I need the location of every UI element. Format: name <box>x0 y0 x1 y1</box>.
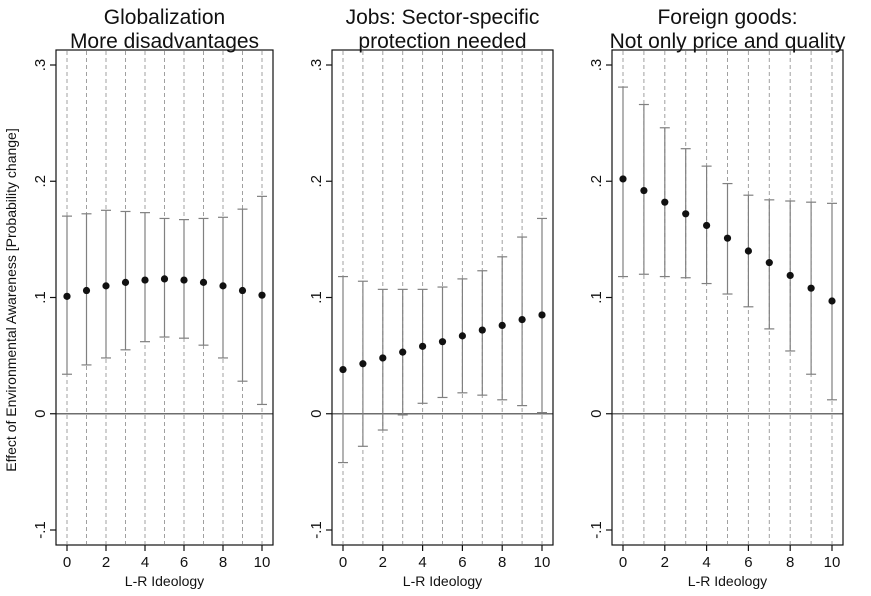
y-tick-label: .1 <box>588 291 605 304</box>
point-estimate <box>723 234 732 242</box>
x-tick-label: 6 <box>744 554 752 571</box>
point-estimate <box>478 326 486 334</box>
x-tick-label: 6 <box>180 554 188 571</box>
point-estimate <box>121 278 130 286</box>
point-estimate <box>682 210 690 218</box>
point-estimate <box>180 276 188 284</box>
point-estimate <box>379 354 387 362</box>
x-tick-label: 0 <box>619 554 627 571</box>
x-tick-label: 0 <box>63 554 71 571</box>
x-tick-label: 0 <box>339 554 347 571</box>
point-estimate <box>744 247 753 255</box>
y-tick-label: 0 <box>308 410 325 418</box>
y-tick-label: .2 <box>308 175 325 188</box>
x-tick-label: 2 <box>379 554 387 571</box>
point-estimate <box>518 315 526 324</box>
point-estimate <box>238 286 247 295</box>
y-tick-label: .3 <box>308 59 325 72</box>
x-tick-label: 4 <box>418 554 426 571</box>
point-estimate <box>141 276 149 284</box>
panel-title-line-2: Not only price and quality <box>610 30 846 53</box>
panel-title-line-1: Foreign goods: <box>657 6 797 29</box>
point-estimate <box>619 175 627 183</box>
x-tick-label: 2 <box>661 554 669 571</box>
point-estimate <box>339 365 347 374</box>
x-axis-label: L-R Ideology <box>125 573 204 589</box>
y-tick-label: -.1 <box>308 521 325 539</box>
point-estimate <box>828 297 836 305</box>
x-tick-label: 8 <box>498 554 506 571</box>
y-tick-label: 0 <box>32 410 49 418</box>
point-estimate <box>63 292 71 300</box>
point-estimate <box>258 291 266 299</box>
y-tick-label: .1 <box>308 291 325 304</box>
point-estimate <box>438 338 447 346</box>
y-tick-label: -.1 <box>32 521 49 539</box>
y-tick-label: .3 <box>588 59 605 72</box>
y-tick-label: .1 <box>32 291 49 304</box>
panel-title-line-1: Jobs: Sector-specific <box>346 6 540 29</box>
x-tick-label: 4 <box>702 554 710 571</box>
panel-title-line-1: Globalization <box>104 6 225 29</box>
point-estimate <box>640 186 648 195</box>
point-estimate <box>219 282 227 290</box>
point-estimate <box>160 275 169 283</box>
x-tick-label: 10 <box>824 554 841 571</box>
x-tick-label: 8 <box>219 554 227 571</box>
y-tick-label: .2 <box>588 175 605 188</box>
point-estimate <box>419 342 427 350</box>
point-estimate <box>765 259 773 267</box>
point-estimate <box>102 282 110 290</box>
point-estimate <box>199 278 208 286</box>
point-estimate <box>498 321 506 329</box>
point-estimate <box>807 284 815 292</box>
x-tick-label: 10 <box>254 554 271 571</box>
x-axis-label: L-R Ideology <box>403 573 482 589</box>
x-axis-label: L-R Ideology <box>688 573 767 589</box>
panel-foreign-goods: Foreign goods:Not only price and quality… <box>588 6 846 589</box>
point-estimate <box>359 360 367 368</box>
point-estimate <box>82 286 91 295</box>
x-tick-label: 8 <box>786 554 794 571</box>
x-tick-label: 4 <box>141 554 149 571</box>
x-tick-label: 6 <box>458 554 466 571</box>
y-tick-label: .2 <box>32 175 49 188</box>
y-tick-label: 0 <box>588 410 605 418</box>
x-tick-label: 2 <box>102 554 110 571</box>
point-estimate <box>458 332 466 340</box>
panel-title-line-2: More disadvantages <box>70 30 259 53</box>
y-tick-label: .3 <box>32 59 49 72</box>
point-estimate <box>661 198 669 206</box>
point-estimate <box>538 311 546 319</box>
point-estimate <box>703 221 711 230</box>
panel-title-line-2: protection needed <box>358 30 526 53</box>
y-axis-label: Effect of Environmental Awareness [Proba… <box>3 128 19 471</box>
point-estimate <box>399 348 407 356</box>
x-tick-label: 10 <box>534 554 551 571</box>
point-estimate <box>786 271 794 280</box>
y-tick-label: -.1 <box>588 521 605 539</box>
